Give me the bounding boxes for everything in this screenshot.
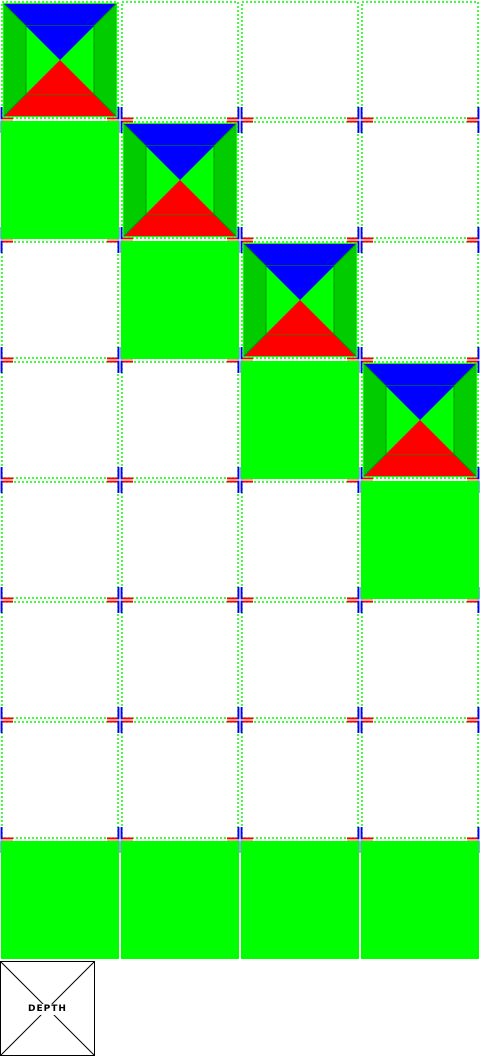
floor-block [241, 841, 359, 959]
empty-cell [361, 241, 479, 359]
stair-block [241, 361, 359, 479]
cap-edge [213, 123, 237, 147]
empty-cell [121, 121, 239, 239]
empty-cell [241, 481, 359, 599]
empty-cell [1, 241, 119, 359]
cap-left-face [364, 364, 386, 476]
empty-cell [361, 601, 479, 719]
cap-right-face [214, 124, 236, 236]
cap-inner-top [146, 146, 214, 180]
empty-cell [1, 721, 119, 839]
floor-block [1, 841, 119, 959]
cap-inner-top [386, 386, 454, 420]
empty-cell [241, 1, 359, 119]
cap-edge [333, 243, 357, 267]
cap-right-face [94, 4, 116, 116]
cap-edge [93, 3, 117, 27]
empty-cell [1, 361, 119, 479]
cap-inner-bottom [386, 420, 454, 454]
empty-cell [241, 601, 359, 719]
stair-block [121, 241, 239, 359]
cap-bottom-face [124, 214, 236, 236]
empty-cell [1, 1, 119, 119]
floor-block [121, 841, 239, 959]
empty-cell [241, 721, 359, 839]
cap-bottom-face [4, 94, 116, 116]
cap-edge [213, 213, 237, 237]
cap-edge [363, 363, 387, 387]
empty-cell [361, 1, 479, 119]
cap-right-face [454, 364, 476, 476]
empty-cell [1, 481, 119, 599]
stair-grid [0, 1, 480, 959]
cap-edge [3, 93, 27, 117]
cap-edge [3, 3, 27, 27]
empty-cell [121, 721, 239, 839]
cap-top-face [4, 4, 116, 26]
cap-edge [453, 363, 477, 387]
cap-bottom-face [364, 454, 476, 476]
cap-left-face [4, 4, 26, 116]
cap-edge [123, 213, 147, 237]
cap-edge [123, 123, 147, 147]
empty-cell [241, 121, 359, 239]
empty-cell [121, 1, 239, 119]
cap-inner-top [26, 26, 94, 60]
cap-edge [243, 333, 267, 357]
cap-bottom-face [244, 334, 356, 356]
depth-legend: DEPTH [0, 961, 95, 1056]
empty-cell [1, 601, 119, 719]
cap-inner-top [266, 266, 334, 300]
cap-right-face [334, 244, 356, 356]
cap-edge [243, 243, 267, 267]
cap-inner-bottom [26, 60, 94, 94]
cap-top-face [244, 244, 356, 266]
depth-label: DEPTH [1, 1004, 94, 1015]
stair-block [1, 121, 119, 239]
cap-edge [363, 453, 387, 477]
empty-cell [361, 721, 479, 839]
cap-top-face [124, 124, 236, 146]
cap-edge [333, 333, 357, 357]
floor-block [361, 841, 479, 959]
cap-inner-bottom [266, 300, 334, 334]
empty-cell [121, 601, 239, 719]
empty-cell [121, 361, 239, 479]
cap-edge [93, 93, 117, 117]
stair-block [361, 481, 479, 599]
empty-cell [361, 121, 479, 239]
cap-left-face [124, 124, 146, 236]
cap-left-face [244, 244, 266, 356]
empty-cell [121, 481, 239, 599]
empty-cell [361, 361, 479, 479]
cap-edge [453, 453, 477, 477]
cap-top-face [364, 364, 476, 386]
empty-cell [241, 241, 359, 359]
cap-inner-bottom [146, 180, 214, 214]
